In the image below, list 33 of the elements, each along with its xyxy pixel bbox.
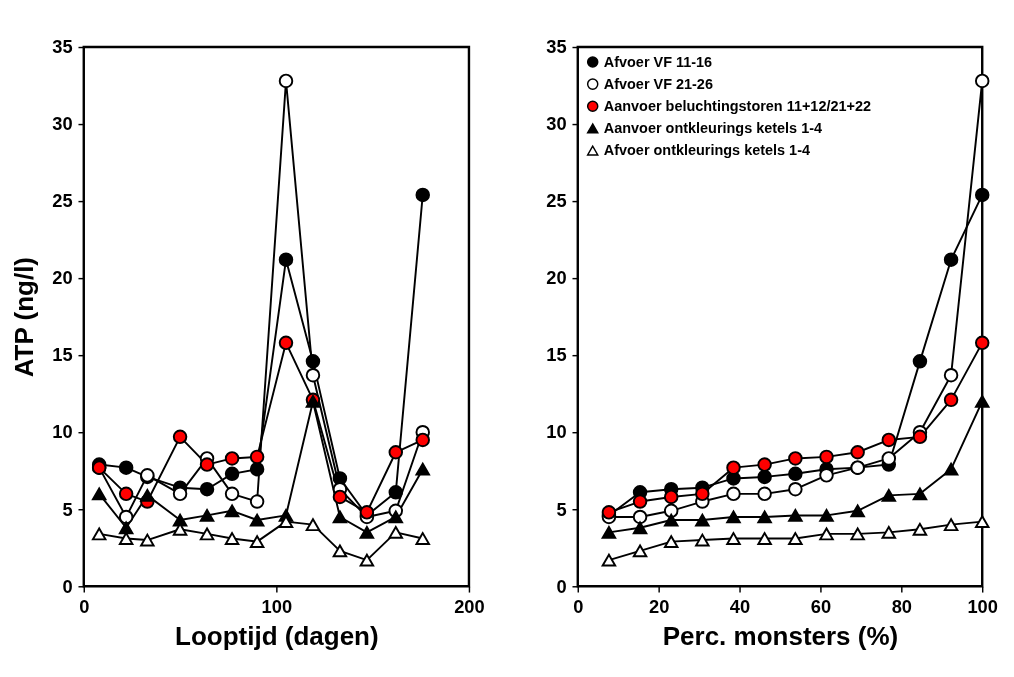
x-axis-title: Looptijd (dagen) (175, 620, 379, 651)
y-tick-label: 5 (62, 498, 73, 520)
x-tick-label: 80 (891, 595, 912, 617)
x-tick-label: 20 (648, 595, 670, 617)
y-tick-label: 35 (52, 36, 73, 58)
y-tick-label: 20 (546, 267, 567, 289)
legend-label: Afvoer VF 11-16 (603, 53, 713, 70)
y-tick-label: 30 (52, 113, 73, 135)
y-tick-label: 25 (546, 190, 567, 212)
y-tick-label: 0 (62, 575, 73, 597)
legend-label: Aanvoer beluchtingstoren 11+12/21+22 (603, 98, 871, 115)
y-tick-label: 35 (546, 36, 567, 58)
y-axis-title: ATP (ng/l) (9, 256, 40, 378)
x-tick-label: 100 (967, 595, 998, 617)
y-tick-label: 0 (556, 575, 567, 597)
x-axis-title: Perc. monsters (%) (662, 620, 899, 651)
y-tick-label: 15 (546, 344, 567, 366)
x-tick-label: 100 (261, 595, 293, 617)
x-tick-label: 200 (454, 595, 485, 617)
y-tick-label: 30 (546, 113, 567, 135)
y-tick-label: 10 (546, 421, 567, 443)
legend-label: Afvoer ontkleurings ketels 1-4 (603, 142, 810, 159)
y-tick-label: 15 (52, 344, 73, 366)
y-tick-label: 20 (52, 267, 73, 289)
x-tick-label: 0 (79, 595, 90, 617)
y-tick-label: 5 (556, 498, 567, 520)
legend-label: Aanvoer ontkleurings ketels 1-4 (603, 120, 823, 137)
y-tick-label: 25 (52, 190, 73, 212)
legend-label: Afvoer VF 21-26 (603, 75, 713, 92)
x-tick-label: 0 (573, 595, 584, 617)
y-tick-label: 10 (52, 421, 73, 443)
x-tick-label: 60 (810, 595, 832, 617)
x-tick-label: 40 (729, 595, 751, 617)
